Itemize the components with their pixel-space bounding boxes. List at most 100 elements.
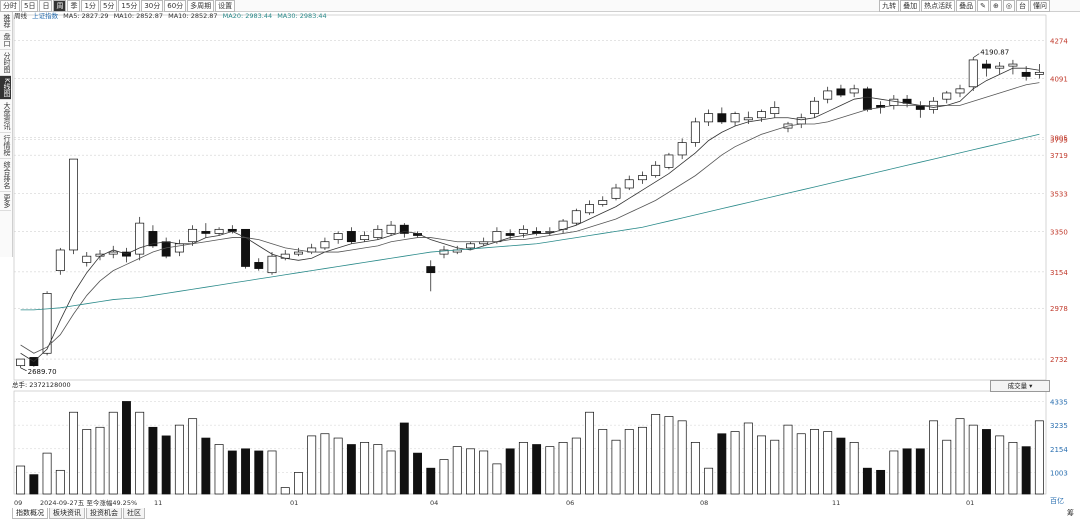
candle-body [757, 111, 766, 119]
volume-bar [717, 433, 727, 495]
volume-bar [307, 435, 317, 495]
candle-body [373, 228, 383, 238]
candle-body [704, 113, 714, 123]
volume-bar [108, 411, 118, 495]
ma-legend: 周线 上证指数 MA5: 2827.29 MA10: 2852.87 MA10:… [14, 12, 330, 21]
volume-bar [333, 437, 343, 495]
period-tab[interactable]: 周 [53, 0, 67, 12]
sidebar-item[interactable]: 行情榜 [0, 133, 11, 159]
volume-bar [783, 424, 793, 495]
candle-body [399, 224, 409, 234]
low-label: 2689.70 [28, 368, 57, 376]
candle-body [982, 63, 991, 69]
volume-bar [558, 441, 568, 495]
indicator-select-label: 成交量 [1007, 382, 1028, 390]
period-tab[interactable]: 分时 [0, 0, 20, 12]
sidebar-item[interactable]: 大盘资讯 [0, 100, 11, 133]
tool-button[interactable]: 叠加 [900, 0, 921, 12]
period-tab[interactable]: 1分 [81, 0, 99, 12]
volume-bar [532, 444, 542, 495]
tool-button[interactable]: ✎ [977, 0, 990, 12]
volume-axis-label: 3235 [1050, 422, 1068, 430]
candle-body [585, 204, 594, 214]
period-tab[interactable]: 60分 [164, 0, 187, 12]
bottom-tab[interactable]: 板块资讯 [49, 508, 85, 519]
volume-bar [280, 487, 290, 495]
volume-bar [241, 448, 250, 495]
period-tab[interactable]: 设置 [215, 0, 236, 12]
candle-body [518, 228, 528, 234]
indicator-select[interactable]: 成交量 ▾ [990, 380, 1050, 392]
volume-bar [82, 429, 92, 495]
volume-bar [479, 450, 489, 495]
volume-bar [426, 467, 436, 495]
volume-bar [902, 448, 912, 495]
tool-button[interactable]: 九转 [879, 0, 900, 12]
candle-body [294, 251, 303, 255]
candle-body [1034, 71, 1044, 75]
price-axis-label: 3533 [1050, 191, 1068, 199]
volume-bar [876, 469, 886, 495]
tool-button[interactable]: 叠品 [956, 0, 977, 12]
candle-body [439, 249, 449, 255]
period-tab[interactable]: 日 [39, 0, 53, 12]
candle-body [651, 164, 661, 176]
tool-button[interactable]: 台 [1016, 0, 1029, 12]
period-tab[interactable]: 30分 [141, 0, 164, 12]
price-axis-label: 4274 [1050, 38, 1068, 46]
candle-body [188, 228, 198, 243]
volume-bar [16, 465, 26, 495]
bottom-tab[interactable]: 指数概况 [12, 508, 48, 519]
tool-button[interactable]: ⊕ [990, 0, 1002, 12]
sidebar-item[interactable]: K线图 [0, 76, 11, 100]
bottom-tab[interactable]: 社区 [123, 508, 145, 519]
x-axis-label: 01 [290, 499, 298, 507]
period-tab[interactable]: 5分 [99, 0, 118, 12]
volume-bar [929, 420, 938, 495]
tool-button[interactable]: ◎ [1002, 0, 1015, 12]
legend-ma5: MA5: 2827.29 [63, 12, 109, 20]
candle-body [346, 231, 356, 243]
price-axis-label: 2732 [1050, 356, 1068, 364]
bottom-tab[interactable]: 投资机会 [86, 508, 122, 519]
volume-bar [624, 429, 634, 495]
price-axis-label: 4091 [1050, 75, 1068, 83]
sidebar-item[interactable]: 盘口 [0, 31, 11, 50]
volume-bar [386, 450, 396, 495]
candle-body [571, 210, 581, 224]
volume-bar [320, 433, 330, 495]
candle-body [796, 117, 806, 125]
candle-body [849, 88, 859, 94]
period-tab[interactable]: 多周期 [187, 0, 215, 12]
x-axis-label: 08 [700, 499, 708, 507]
candle-body [386, 224, 396, 234]
legend-ma10: MA10: 2852.87 [113, 12, 164, 20]
sidebar-item[interactable]: 分时图 [0, 50, 11, 76]
volume-bar [757, 435, 766, 495]
candle-body [1008, 63, 1018, 67]
sidebar-item[interactable]: 更多 [0, 192, 11, 211]
volume-bar [598, 429, 608, 495]
volume-bar [915, 448, 925, 495]
volume-bar [545, 446, 555, 495]
candle-body [55, 249, 65, 271]
period-tab[interactable]: 5日 [21, 0, 39, 12]
candle-body [201, 231, 211, 234]
volume-bar [796, 433, 806, 495]
sidebar-item[interactable]: 综合排名 [0, 159, 11, 192]
volume-bar [69, 411, 78, 495]
tool-button[interactable]: 懂问 [1030, 0, 1050, 12]
candle-body [426, 266, 436, 274]
period-tab[interactable]: 15分 [118, 0, 141, 12]
candle-body [823, 90, 833, 100]
tool-button[interactable]: 热点活跃 [921, 0, 956, 12]
low-pointer [20, 367, 27, 372]
sidebar-item[interactable]: 推荐 [0, 12, 11, 31]
price-axis-label: 2978 [1050, 305, 1068, 313]
candle-body [1021, 71, 1031, 77]
tool-buttons: 九转 叠加 热点活跃 叠品 ✎ ⊕ ◎ 台懂问 [878, 0, 1050, 12]
period-tab[interactable]: 季 [67, 0, 81, 12]
candle-body [320, 241, 330, 249]
volume-axis-label: 1003 [1050, 469, 1068, 477]
